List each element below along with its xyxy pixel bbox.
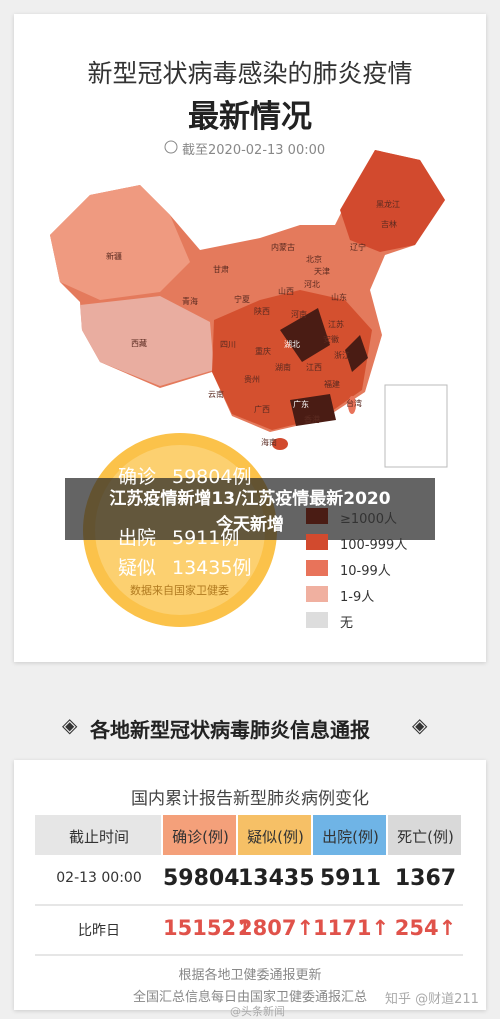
region-label: 湖北 xyxy=(284,340,300,349)
region-label: 江苏 xyxy=(328,320,344,329)
region-shape xyxy=(345,335,368,372)
region-label: 辽宁 xyxy=(350,243,366,252)
region-label: 山东 xyxy=(331,293,347,302)
legend-label: 1-9人 xyxy=(340,590,375,605)
table-cell: 5911 xyxy=(319,866,382,891)
table-header-cell xyxy=(313,815,386,855)
table-cell: 13435 xyxy=(238,866,315,891)
table-header-cell xyxy=(388,815,461,855)
footer-line: 根据各地卫健委通报更新 xyxy=(178,968,322,983)
table-cell: 1171↑ xyxy=(313,916,390,940)
table-card xyxy=(14,760,486,1010)
region-label: 吉林 xyxy=(381,220,397,229)
table-header: 截止时间 xyxy=(68,828,129,846)
legend-swatch xyxy=(306,508,328,524)
section-marker: ◈ xyxy=(62,713,78,737)
region-label: 内蒙古 xyxy=(271,243,295,252)
table-header-cell xyxy=(163,815,236,855)
region-shape xyxy=(80,296,214,386)
summary-label: 出院 xyxy=(118,527,157,549)
region-label: 甘肃 xyxy=(213,265,229,274)
table-header: 出院(例) xyxy=(322,828,379,846)
region-label: 陕西 xyxy=(254,307,270,316)
region-label: 云南 xyxy=(208,390,224,399)
region-label: 西藏 xyxy=(131,339,147,348)
region-label: 北京 xyxy=(306,255,322,264)
region-label: 海南 xyxy=(261,438,277,447)
region-label: 浙江 xyxy=(334,351,350,360)
table-cell: 2807↑ xyxy=(238,916,315,940)
legend-swatch xyxy=(306,586,328,602)
region-label: 安徽 xyxy=(323,335,339,344)
table-cell: 254↑ xyxy=(394,916,457,940)
table-cell: 02-13 00:00 xyxy=(56,870,142,886)
region-label: 新疆 xyxy=(106,252,122,261)
region-shape xyxy=(280,308,330,362)
title: 新型冠状病毒感染的肺炎疫情 xyxy=(87,59,413,88)
inset-box xyxy=(384,384,448,468)
legend-label: ≥1000人 xyxy=(340,512,397,527)
table-cell: 比昨日 xyxy=(78,923,120,939)
footer-line: 全国汇总信息每日由国家卫健委通报汇总 xyxy=(132,990,367,1005)
legend-swatch xyxy=(306,534,328,550)
region-label: 江西 xyxy=(306,363,322,372)
summary-value: 5911例 xyxy=(172,527,240,549)
table-header: 疑似(例) xyxy=(247,828,304,846)
summary-value: 59804例 xyxy=(172,466,252,488)
watermark: 知乎 @财道211 xyxy=(385,992,479,1007)
region-label: 河北 xyxy=(304,280,320,289)
region-shape xyxy=(348,396,356,414)
table-title: 国内累计报告新型肺炎病例变化 xyxy=(131,789,369,809)
summary-label: 疑似 xyxy=(118,557,157,579)
legend-label: 100-999人 xyxy=(340,538,408,553)
region-label: 广东 xyxy=(293,400,309,409)
region-shape xyxy=(212,290,372,430)
region-label: 广西 xyxy=(254,405,270,414)
region-label: 河南 xyxy=(291,310,307,319)
table-cell: 59804 xyxy=(163,866,240,891)
region-shape xyxy=(272,438,288,450)
region-label: 宁夏 xyxy=(234,295,250,304)
region-label: 福建 xyxy=(324,380,340,389)
summary-value: 13435例 xyxy=(172,557,252,579)
region-label: 贵州 xyxy=(244,375,260,384)
legend-swatch xyxy=(306,560,328,576)
table-cell: 1367 xyxy=(394,866,457,891)
clock-icon xyxy=(164,140,178,154)
region-label: 四川 xyxy=(220,340,236,349)
section-marker: ◈ xyxy=(412,713,428,737)
watermark: @头条新闻 xyxy=(230,1005,285,1018)
region-label: 青海 xyxy=(182,297,198,306)
summary-source: 数据来自国家卫健委 xyxy=(130,584,229,597)
table-header: 死亡(例) xyxy=(397,828,454,846)
region-shape xyxy=(50,185,190,300)
legend-swatch xyxy=(306,612,328,628)
region-shape xyxy=(340,150,445,252)
overlay-line: 今天新增 xyxy=(216,515,284,535)
table-header-cell xyxy=(35,815,161,855)
region-label: 重庆 xyxy=(255,347,271,356)
timestamp: 截至2020-02-13 00:00 xyxy=(182,143,326,158)
region-label: 湖南 xyxy=(275,363,291,372)
overlay-banner xyxy=(65,478,435,540)
table-cell: 15152↑ xyxy=(163,916,254,940)
section-title: 各地新型冠状病毒肺炎信息通报 xyxy=(90,718,370,742)
region-label: 台湾 xyxy=(346,399,362,408)
subtitle: 最新情况 xyxy=(188,99,312,135)
table-header-cell xyxy=(238,815,311,855)
legend-label: 无 xyxy=(340,616,354,631)
region-label: 香港 xyxy=(304,415,320,424)
summary-label: 确诊 xyxy=(118,466,157,488)
overlay-line: 江苏疫情新增13/江苏疫情最新2020 xyxy=(109,489,391,509)
region-shape xyxy=(290,394,336,426)
table-header: 确诊(例) xyxy=(172,828,229,846)
legend-label: 10-99人 xyxy=(340,564,391,579)
region-label: 天津 xyxy=(314,267,330,276)
region-label: 山西 xyxy=(278,287,294,296)
region-label: 黑龙江 xyxy=(376,200,400,209)
